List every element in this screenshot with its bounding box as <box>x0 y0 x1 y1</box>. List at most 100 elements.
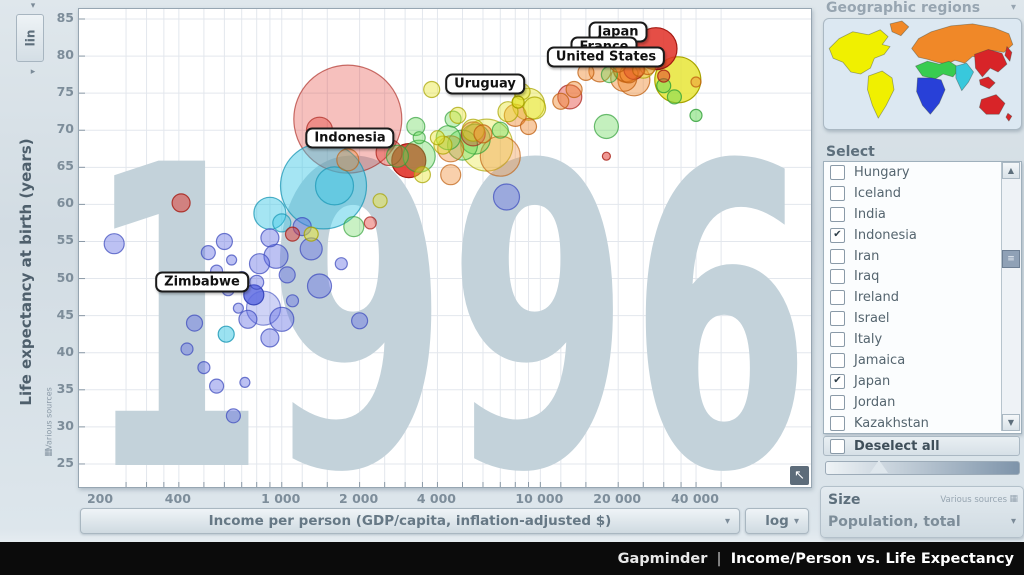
country-bubble[interactable] <box>492 183 521 211</box>
map-region-new-zealand[interactable] <box>1005 112 1013 122</box>
map-region-americas-north[interactable] <box>828 29 891 75</box>
map-region-australia[interactable] <box>979 94 1006 115</box>
country-bubble[interactable] <box>334 257 348 271</box>
country-bubble[interactable] <box>429 130 445 146</box>
country-bubble[interactable] <box>260 328 280 348</box>
map-region-southeast-asia[interactable] <box>979 76 996 90</box>
country-bubble[interactable] <box>232 302 244 314</box>
select-item-kazakhstan[interactable]: Kazakhstan <box>824 413 1021 433</box>
country-bubble[interactable] <box>197 361 211 375</box>
country-bubble[interactable] <box>285 294 300 308</box>
world-map[interactable] <box>823 18 1022 130</box>
country-bubble[interactable] <box>372 193 388 209</box>
select-item-india[interactable]: India <box>824 204 1021 225</box>
country-bubble[interactable] <box>690 76 702 88</box>
checkbox-icon[interactable] <box>830 185 845 201</box>
select-item-jordan[interactable]: Jordan <box>824 392 1021 413</box>
checkbox-icon[interactable] <box>830 394 845 410</box>
country-bubble[interactable] <box>239 376 251 388</box>
chevron-up-icon[interactable]: ▾ <box>30 1 36 11</box>
country-bubble[interactable] <box>314 166 355 206</box>
scroll-thumb[interactable]: ≡ <box>1002 250 1020 268</box>
country-bubble[interactable] <box>306 273 333 299</box>
country-bubble[interactable] <box>260 228 280 248</box>
checkbox-icon[interactable] <box>830 352 845 368</box>
country-bubble[interactable] <box>406 116 426 137</box>
country-bubble[interactable] <box>249 274 265 290</box>
slider-handle-icon[interactable] <box>870 460 888 473</box>
country-bubble[interactable] <box>269 306 295 332</box>
select-item-indonesia[interactable]: ✔ Indonesia <box>824 225 1021 246</box>
country-bubble[interactable] <box>479 135 521 177</box>
country-bubble[interactable] <box>519 117 538 136</box>
deselect-all-checkbox[interactable]: Deselect all <box>823 436 1020 456</box>
checkbox-icon[interactable] <box>830 290 845 306</box>
country-bubble[interactable] <box>226 254 238 266</box>
checkbox-icon[interactable] <box>830 269 845 285</box>
country-bubble[interactable] <box>278 266 296 284</box>
country-bubble[interactable] <box>343 216 365 238</box>
country-bubble[interactable] <box>171 193 191 213</box>
country-bubble[interactable] <box>351 312 369 330</box>
country-bubble[interactable] <box>497 101 519 123</box>
select-item-iceland[interactable]: Iceland <box>824 183 1021 204</box>
checkbox-icon[interactable] <box>830 206 845 222</box>
x-axis-indicator-dropdown[interactable]: Income per person (GDP/capita, inflation… <box>80 508 740 534</box>
country-bubble[interactable] <box>272 213 292 233</box>
country-bubble[interactable] <box>243 284 265 306</box>
country-bubble[interactable] <box>363 216 377 230</box>
country-bubble[interactable] <box>303 226 319 242</box>
checkbox-icon[interactable] <box>830 248 845 264</box>
checkbox-checked-icon[interactable]: ✔ <box>830 227 845 243</box>
country-bubble[interactable] <box>657 69 671 83</box>
country-bubble[interactable] <box>336 148 360 172</box>
bubble-size-slider[interactable] <box>825 460 1020 475</box>
country-bubble[interactable] <box>461 118 485 142</box>
select-item-iraq[interactable]: Iraq <box>824 266 1021 287</box>
checkbox-icon[interactable] <box>830 332 845 348</box>
select-item-japan[interactable]: ✔ Japan <box>824 371 1021 392</box>
scroll-down-button[interactable]: ▼ <box>1002 414 1020 431</box>
map-region-japan[interactable] <box>1004 46 1013 62</box>
country-bubble[interactable] <box>412 131 426 145</box>
scatter-plot[interactable]: 1996 JapanFranceUnited StatesUruguayIndo… <box>78 8 812 488</box>
country-bubble[interactable] <box>402 139 436 173</box>
map-region-sub-saharan-africa[interactable] <box>916 77 946 115</box>
size-indicator-dropdown[interactable]: Population, total ▾ <box>828 511 1018 533</box>
scroll-up-button[interactable]: ▲ <box>1002 162 1020 179</box>
country-label-united-states[interactable]: United States <box>546 46 666 68</box>
select-item-jamaica[interactable]: Jamaica <box>824 350 1021 371</box>
country-bubble[interactable] <box>238 309 258 329</box>
checkbox-icon[interactable] <box>830 311 845 327</box>
country-bubble[interactable] <box>511 95 525 109</box>
country-bubble[interactable] <box>601 151 612 161</box>
country-bubble[interactable] <box>449 106 467 125</box>
country-bubble[interactable] <box>593 113 620 140</box>
country-bubble[interactable] <box>413 166 431 184</box>
checkbox-icon[interactable] <box>830 415 845 431</box>
select-item-ireland[interactable]: Ireland <box>824 287 1021 308</box>
country-bubble[interactable] <box>209 378 225 394</box>
select-item-iran[interactable]: Iran <box>824 246 1021 267</box>
select-item-hungary[interactable]: Hungary <box>824 162 1021 183</box>
country-label-uruguay[interactable]: Uruguay <box>445 73 525 95</box>
country-bubble[interactable] <box>491 121 509 139</box>
select-item-israel[interactable]: Israel <box>824 308 1021 329</box>
table-icon[interactable]: ▦ <box>44 448 53 458</box>
list-scrollbar[interactable]: ▲ ≡ ▼ <box>1001 162 1021 431</box>
country-bubble[interactable] <box>522 96 547 120</box>
map-region-east-asia[interactable] <box>974 49 1008 78</box>
x-scale-dropdown[interactable]: log ▾ <box>745 508 809 534</box>
checkbox-checked-icon[interactable]: ✔ <box>830 373 845 389</box>
country-label-indonesia[interactable]: Indonesia <box>305 127 395 149</box>
country-bubble[interactable] <box>473 124 493 144</box>
map-region-south-asia[interactable] <box>955 62 974 92</box>
country-bubble[interactable] <box>200 245 216 261</box>
country-bubble[interactable] <box>689 108 703 123</box>
expand-corner-button[interactable]: ↖ <box>790 466 809 485</box>
country-bubble[interactable] <box>248 253 271 275</box>
country-bubble[interactable] <box>666 89 683 105</box>
country-label-zimbabwe[interactable]: Zimbabwe <box>155 271 249 293</box>
map-region-greenland[interactable] <box>889 20 910 37</box>
country-bubble[interactable] <box>103 233 125 255</box>
